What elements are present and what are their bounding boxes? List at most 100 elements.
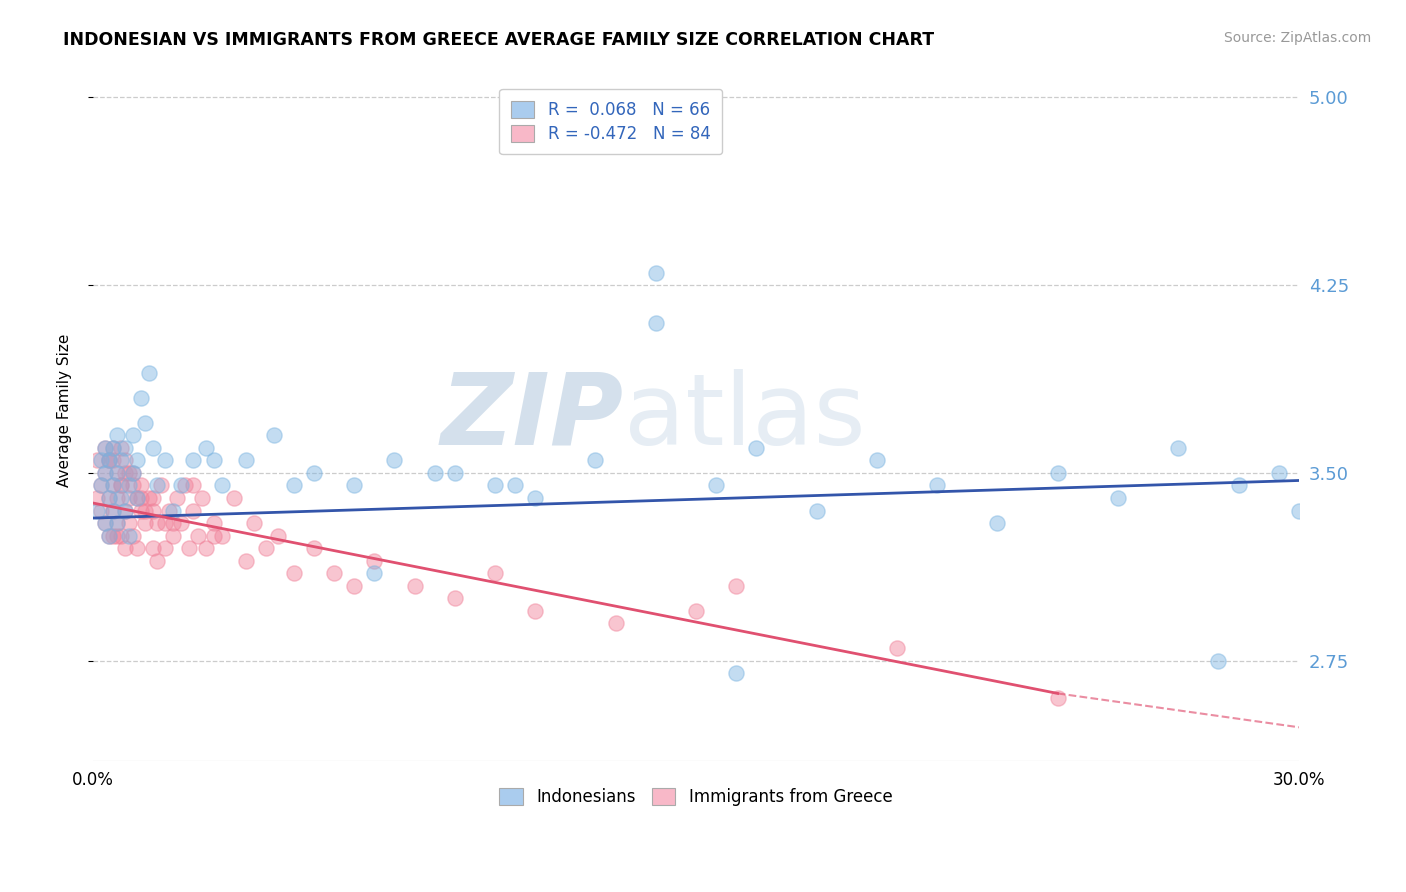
Point [190, 491, 212, 505]
Point [114, 503, 136, 517]
Point [142, 491, 165, 505]
Point [134, 503, 156, 517]
Text: INDONESIAN VS IMMIGRANTS FROM GREECE AVERAGE FAMILY SIZE CORRELATION CHART: INDONESIAN VS IMMIGRANTS FROM GREECE AVE… [63, 31, 935, 49]
Point [110, 491, 132, 505]
Point [101, 503, 124, 517]
Point [118, 478, 141, 492]
Point [343, 478, 366, 492]
Point [94, 516, 117, 530]
Point [98, 453, 121, 467]
Point [644, 316, 666, 330]
Point [146, 516, 169, 530]
Point [142, 503, 165, 517]
Point [122, 478, 145, 492]
Point [86, 453, 108, 467]
Point [186, 528, 208, 542]
Point [806, 503, 828, 517]
Point [110, 478, 132, 492]
Point [134, 516, 156, 530]
Point [157, 503, 180, 517]
Point [443, 466, 465, 480]
Point [105, 516, 128, 530]
Point [162, 516, 184, 530]
Point [605, 616, 627, 631]
Point [155, 516, 177, 530]
Point [134, 416, 156, 430]
Point [866, 453, 889, 467]
Point [98, 528, 121, 542]
Point [725, 666, 748, 681]
Point [323, 566, 346, 581]
Point [110, 478, 132, 492]
Point [183, 478, 205, 492]
Point [98, 491, 121, 505]
Point [90, 478, 112, 492]
Point [363, 554, 385, 568]
Point [484, 566, 506, 581]
Point [363, 566, 385, 581]
Point [585, 453, 607, 467]
Point [118, 491, 141, 505]
Point [142, 441, 165, 455]
Y-axis label: Average Family Size: Average Family Size [58, 334, 72, 487]
Point [194, 441, 217, 455]
Point [101, 503, 124, 517]
Point [263, 428, 285, 442]
Text: Source: ZipAtlas.com: Source: ZipAtlas.com [1223, 31, 1371, 45]
Point [101, 478, 124, 492]
Point [90, 453, 112, 467]
Point [1107, 491, 1129, 505]
Point [114, 503, 136, 517]
Point [146, 554, 169, 568]
Point [443, 591, 465, 606]
Point [129, 391, 152, 405]
Point [101, 441, 124, 455]
Point [302, 466, 325, 480]
Point [118, 466, 141, 480]
Point [166, 491, 188, 505]
Point [110, 441, 132, 455]
Point [110, 528, 132, 542]
Point [644, 266, 666, 280]
Point [94, 441, 117, 455]
Point [150, 478, 173, 492]
Point [222, 491, 245, 505]
Point [94, 466, 117, 480]
Point [267, 528, 290, 542]
Point [1046, 691, 1069, 706]
Point [94, 466, 117, 480]
Point [114, 541, 136, 555]
Point [211, 478, 233, 492]
Point [94, 441, 117, 455]
Point [745, 441, 768, 455]
Point [101, 478, 124, 492]
Point [129, 478, 152, 492]
Point [114, 453, 136, 467]
Point [503, 478, 526, 492]
Point [138, 491, 160, 505]
Point [114, 466, 136, 480]
Point [170, 478, 193, 492]
Point [138, 366, 160, 380]
Point [94, 516, 117, 530]
Point [86, 491, 108, 505]
Point [202, 453, 225, 467]
Point [1046, 466, 1069, 480]
Point [142, 541, 165, 555]
Point [98, 453, 121, 467]
Point [986, 516, 1008, 530]
Point [174, 478, 197, 492]
Point [127, 491, 149, 505]
Point [179, 541, 201, 555]
Point [122, 428, 145, 442]
Point [122, 466, 145, 480]
Point [122, 528, 145, 542]
Point [90, 503, 112, 517]
Text: ZIP: ZIP [440, 369, 624, 466]
Point [925, 478, 948, 492]
Point [211, 528, 233, 542]
Point [283, 566, 305, 581]
Point [243, 516, 266, 530]
Point [129, 503, 152, 517]
Point [114, 441, 136, 455]
